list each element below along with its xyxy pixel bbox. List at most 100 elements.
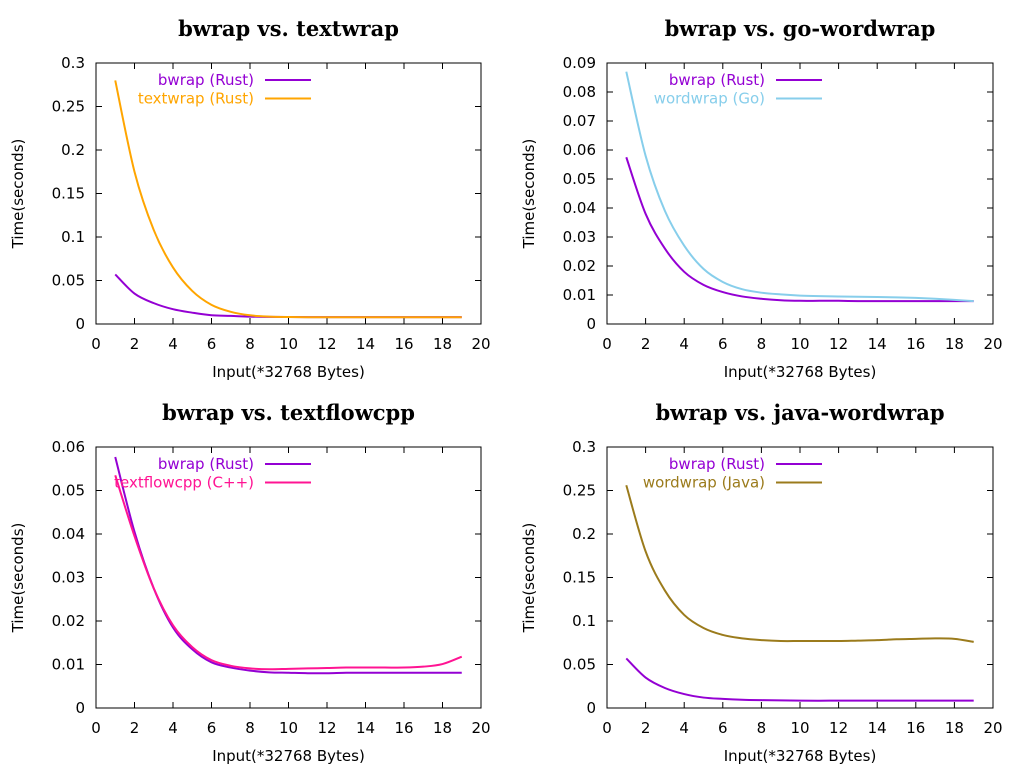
- y-tick-label: 0.15: [563, 569, 596, 587]
- y-tick-label: 0.01: [563, 286, 596, 304]
- y-tick-label: 0.2: [61, 141, 85, 159]
- y-tick-label: 0.04: [52, 525, 85, 543]
- y-tick-label: 0.03: [563, 228, 596, 246]
- x-tick-label: 10: [279, 719, 298, 737]
- x-tick-label: 2: [641, 719, 651, 737]
- x-tick-label: 8: [757, 719, 767, 737]
- y-tick-label: 0.02: [563, 257, 596, 275]
- x-tick-label: 8: [245, 335, 255, 353]
- x-tick-label: 16: [394, 335, 413, 353]
- chart-title: bwrap vs. go-wordwrap: [665, 16, 936, 41]
- series-line-1: [625, 156, 974, 303]
- y-tick-label: 0.08: [563, 83, 596, 101]
- x-tick-label: 16: [906, 335, 925, 353]
- x-tick-label: 4: [679, 335, 689, 353]
- x-tick-label: 4: [679, 719, 689, 737]
- x-tick-label: 4: [168, 719, 178, 737]
- y-tick-label: 0.06: [52, 438, 85, 456]
- x-tick-label: 20: [983, 335, 1002, 353]
- series-line-1: [114, 273, 462, 319]
- x-tick-label: 0: [602, 719, 612, 737]
- x-tick-label: 20: [983, 719, 1002, 737]
- chart-title: bwrap vs. textflowcpp: [162, 400, 415, 425]
- x-tick-label: 14: [356, 719, 375, 737]
- series-line-1: [114, 456, 462, 675]
- legend-label: wordwrap (Java): [643, 474, 765, 492]
- x-tick-label: 18: [945, 719, 964, 737]
- y-tick-label: 0.2: [572, 525, 596, 543]
- legend-label: bwrap (Rust): [669, 71, 765, 89]
- series-line-2: [625, 71, 974, 303]
- legend-label: wordwrap (Go): [654, 90, 765, 108]
- y-tick-label: 0.02: [52, 612, 85, 630]
- x-tick-label: 14: [868, 335, 887, 353]
- y-tick-label: 0.09: [563, 54, 596, 72]
- legend-label: bwrap (Rust): [158, 455, 254, 473]
- x-tick-label: 16: [906, 719, 925, 737]
- y-tick-label: 0.25: [52, 98, 85, 116]
- x-tick-label: 6: [718, 719, 728, 737]
- x-tick-label: 14: [868, 719, 887, 737]
- chart-panel-3: bwrap vs. textflowcpp 0 2 4 6 8 10 12 14 16 18 20 0 0…: [9, 400, 491, 765]
- x-tick-label: 14: [356, 335, 375, 353]
- series-line-2: [114, 80, 462, 319]
- chart-title: bwrap vs. java-wordwrap: [655, 400, 944, 425]
- x-tick-label: 6: [207, 719, 217, 737]
- x-tick-label: 12: [317, 719, 336, 737]
- y-tick-label: 0.15: [52, 185, 85, 203]
- y-axis-label: Time(seconds): [9, 523, 27, 634]
- y-tick-label: 0: [75, 315, 85, 333]
- y-tick-label: 0.07: [563, 112, 596, 130]
- x-tick-label: 8: [757, 335, 767, 353]
- y-tick-label: 0.25: [563, 482, 596, 500]
- x-tick-label: 10: [279, 335, 298, 353]
- x-tick-label: 16: [394, 719, 413, 737]
- chart-panel-1: bwrap vs. textwrap 0 2 4 6 8 10 12 14 16 18 20 0 0.05…: [9, 16, 491, 381]
- x-tick-label: 8: [245, 719, 255, 737]
- y-tick-label: 0.01: [52, 656, 85, 674]
- y-tick-label: 0.05: [563, 170, 596, 188]
- y-tick-label: 0: [75, 699, 85, 717]
- x-tick-label: 12: [317, 335, 336, 353]
- series-line-1: [625, 657, 974, 702]
- x-axis-label: Input(*32768 Bytes): [724, 363, 877, 381]
- y-tick-label: 0.05: [52, 272, 85, 290]
- legend-label: textwrap (Rust): [138, 90, 254, 108]
- y-tick-label: 0: [586, 699, 596, 717]
- x-tick-label: 0: [91, 335, 101, 353]
- x-tick-label: 10: [790, 719, 809, 737]
- x-tick-label: 12: [829, 719, 848, 737]
- y-axis-label: Time(seconds): [520, 139, 538, 250]
- x-tick-label: 20: [471, 719, 490, 737]
- x-axis-label: Input(*32768 Bytes): [212, 363, 365, 381]
- y-tick-label: 0.05: [563, 656, 596, 674]
- x-tick-label: 4: [168, 335, 178, 353]
- x-tick-label: 18: [433, 719, 452, 737]
- x-tick-label: 2: [641, 335, 651, 353]
- y-tick-label: 0.3: [61, 54, 85, 72]
- y-tick-label: 0: [586, 315, 596, 333]
- series-line-2: [625, 484, 974, 643]
- x-tick-label: 18: [945, 335, 964, 353]
- x-tick-label: 2: [130, 719, 140, 737]
- x-tick-label: 18: [433, 335, 452, 353]
- x-tick-label: 20: [471, 335, 490, 353]
- chart-panel-2: bwrap vs. go-wordwrap 0 2 4 6 8 10 12 14 16 18 20 0 0…: [520, 16, 1003, 381]
- chart-panel-4: bwrap vs. java-wordwrap 0 2 4 6 8 10 12 14 16 18 20…: [520, 400, 1003, 765]
- legend-label: textflowcpp (C++): [114, 474, 254, 492]
- y-tick-label: 0.05: [52, 482, 85, 500]
- y-tick-label: 0.1: [61, 228, 85, 246]
- legend-label: bwrap (Rust): [158, 71, 254, 89]
- x-tick-label: 2: [130, 335, 140, 353]
- x-axis-label: Input(*32768 Bytes): [724, 747, 877, 765]
- x-tick-label: 0: [602, 335, 612, 353]
- y-axis-label: Time(seconds): [9, 139, 27, 250]
- y-tick-label: 0.3: [572, 438, 596, 456]
- x-tick-label: 6: [207, 335, 217, 353]
- y-tick-label: 0.03: [52, 569, 85, 587]
- x-tick-label: 12: [829, 335, 848, 353]
- y-tick-label: 0.04: [563, 199, 596, 217]
- y-tick-label: 0.06: [563, 141, 596, 159]
- x-axis-label: Input(*32768 Bytes): [212, 747, 365, 765]
